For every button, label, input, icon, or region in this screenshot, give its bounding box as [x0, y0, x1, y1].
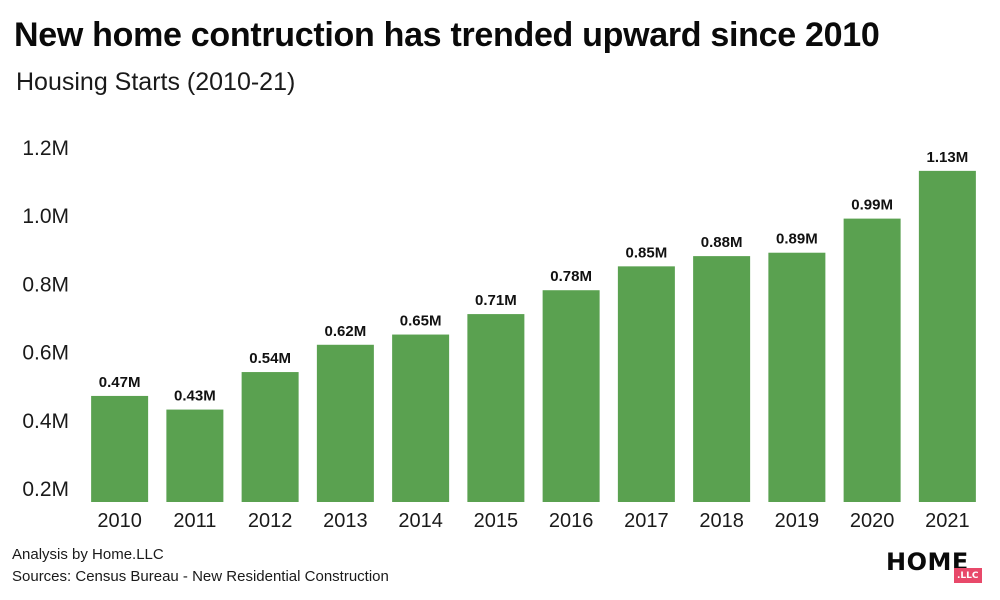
- bar-value-label: 0.78M: [550, 268, 592, 285]
- bar: [241, 372, 299, 502]
- x-tick-label: 2019: [775, 510, 820, 532]
- y-tick-label: 0.8M: [22, 273, 69, 296]
- bar: [166, 409, 224, 502]
- bar-value-label: 0.71M: [475, 292, 517, 309]
- bar-value-label: 0.65M: [400, 313, 442, 330]
- home-llc-logo: HOME .LLC: [886, 548, 986, 588]
- bar: [316, 344, 374, 502]
- bar-value-label: 0.99M: [851, 197, 893, 214]
- x-tick-label: 2018: [699, 510, 744, 532]
- x-tick-label: 2010: [97, 510, 142, 532]
- y-tick-label: 1.2M: [22, 137, 69, 160]
- bar-value-label: 0.85M: [626, 244, 668, 261]
- bar-value-label: 0.54M: [249, 350, 291, 367]
- bar: [467, 314, 525, 502]
- y-tick-label: 0.2M: [22, 478, 69, 501]
- sources-note: Sources: Census Bureau - New Residential…: [12, 568, 389, 585]
- x-tick-label: 2012: [248, 510, 293, 532]
- bar-value-label: 0.47M: [99, 374, 141, 391]
- bar: [843, 218, 901, 503]
- bar: [91, 395, 149, 502]
- x-tick-label: 2020: [850, 510, 895, 532]
- bar-value-label: 1.13M: [927, 149, 969, 166]
- bar-value-label: 0.88M: [701, 234, 743, 251]
- bar: [392, 334, 450, 502]
- x-tick-label: 2011: [173, 510, 216, 532]
- logo-badge: .LLC: [954, 568, 982, 583]
- x-tick-label: 2021: [925, 510, 970, 532]
- chart-title: New home contruction has trended upward …: [14, 16, 880, 54]
- y-tick-label: 0.6M: [22, 342, 69, 365]
- bar: [693, 256, 751, 502]
- x-tick-label: 2013: [323, 510, 368, 532]
- y-tick-label: 0.4M: [22, 410, 69, 433]
- bar-value-label: 0.89M: [776, 231, 818, 248]
- bar-value-label: 0.62M: [325, 323, 367, 340]
- bar-value-label: 0.43M: [174, 388, 216, 405]
- bar: [918, 170, 976, 502]
- bar: [542, 290, 600, 502]
- chart-subtitle: Housing Starts (2010-21): [16, 68, 296, 96]
- y-tick-label: 1.0M: [22, 205, 69, 228]
- x-tick-label: 2015: [474, 510, 519, 532]
- analysis-credit: Analysis by Home.LLC: [12, 546, 164, 563]
- x-tick-label: 2017: [624, 510, 669, 532]
- bar: [768, 252, 826, 502]
- x-tick-label: 2016: [549, 510, 594, 532]
- bar: [617, 266, 675, 502]
- x-tick-label: 2014: [398, 510, 443, 532]
